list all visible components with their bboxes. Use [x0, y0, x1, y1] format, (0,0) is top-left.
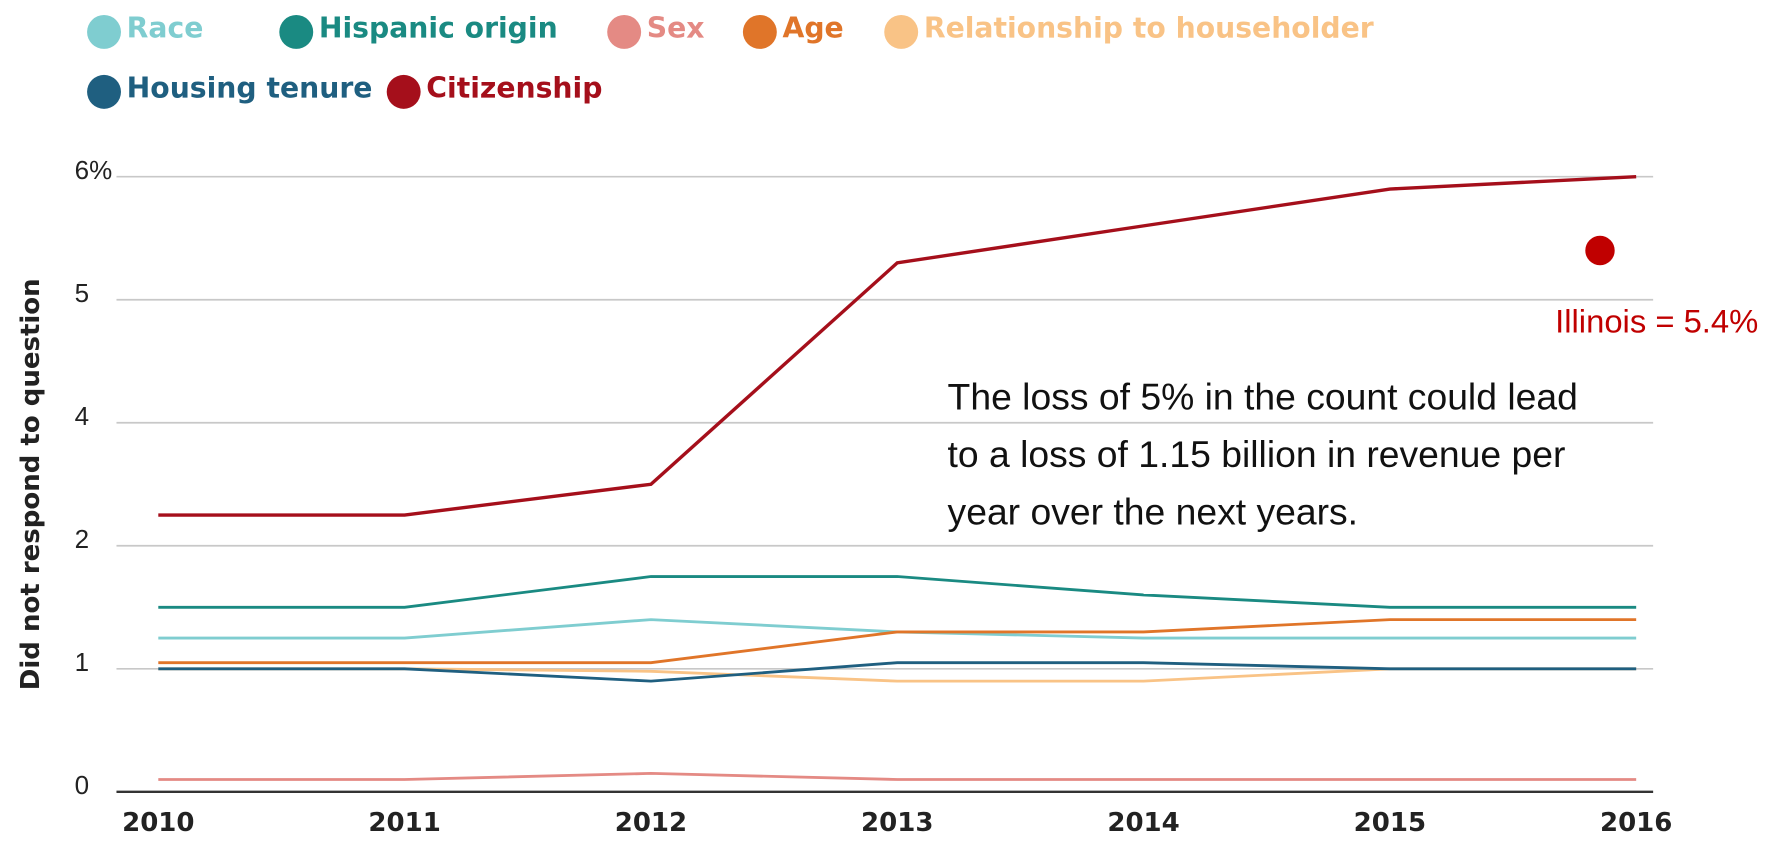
legend-label: Citizenship: [426, 72, 602, 105]
series-line: [158, 175, 1637, 517]
annotation-text: Illinois = 5.4%: [1555, 302, 1758, 339]
annotation-text: year over the next years.: [948, 491, 1358, 533]
series-line: [158, 667, 1637, 683]
x-tick-label: 2014: [1107, 808, 1179, 838]
x-tick-label: 2016: [1600, 808, 1672, 838]
legend-swatch: [87, 74, 121, 109]
legend-swatch: [884, 14, 919, 49]
legend-label: Age: [782, 12, 843, 45]
y-tick-label: 6%: [75, 155, 113, 185]
y-tick-label: 2: [75, 524, 89, 554]
legend-label: Sex: [647, 12, 705, 45]
legend-swatch: [279, 14, 314, 49]
series-line: [158, 771, 1637, 781]
annotation-dot: [1585, 235, 1615, 266]
legend-swatch: [607, 14, 642, 49]
legend-label: Race: [127, 12, 204, 45]
y-tick-label: 1: [75, 647, 89, 677]
x-tick-label: 2011: [368, 808, 440, 838]
series-line: [158, 661, 1637, 683]
series-line: [158, 618, 1637, 665]
legend-label: Housing tenure: [127, 72, 373, 105]
legend-swatch: [386, 74, 421, 109]
y-tick-label: 0: [75, 770, 89, 800]
legend-swatch: [87, 14, 121, 49]
y-tick-label: 5: [75, 278, 89, 308]
series-line: [158, 575, 1637, 609]
legend-swatch: [742, 14, 777, 49]
x-tick-label: 2010: [122, 808, 194, 838]
legend-label: Hispanic origin: [319, 12, 558, 45]
annotation-text: to a loss of 1.15 billion in revenue per: [948, 433, 1566, 475]
x-tick-label: 2012: [615, 808, 687, 838]
legend-label: Relationship to householder: [924, 12, 1374, 45]
y-tick-label: 4: [75, 401, 89, 431]
x-tick-label: 2015: [1354, 808, 1426, 838]
y-axis-label: Did not respond to question: [16, 278, 46, 690]
x-tick-label: 2013: [861, 808, 933, 838]
series-line: [158, 618, 1637, 640]
annotation-text: The loss of 5% in the count could lead: [948, 375, 1578, 417]
